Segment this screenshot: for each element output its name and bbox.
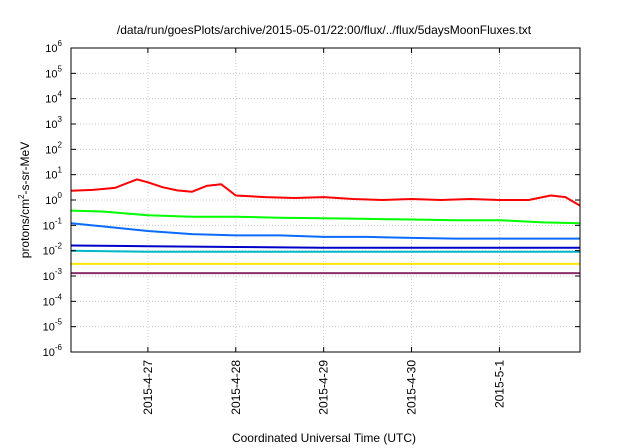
series-group (70, 178, 581, 275)
y-tick-label: 106 (45, 39, 62, 55)
y-axis-title-sup: 2 (17, 194, 26, 199)
y-tick-label: 102 (45, 140, 62, 156)
y-axis-labels: 10-610-510-410-310-210-11001011021031041… (43, 39, 63, 359)
y-tick-label-exp: -2 (55, 242, 63, 251)
y-tick-label-base: 10 (45, 94, 57, 106)
y-tick-label-exp: -3 (55, 267, 63, 276)
y-tick-label-exp: 2 (58, 140, 63, 149)
y-tick-label-base: 10 (43, 347, 55, 359)
series-line-4 (70, 244, 580, 249)
y-tick-label-exp: 6 (58, 39, 63, 48)
y-tick-label-base: 10 (43, 322, 55, 334)
grid (71, 48, 580, 352)
x-tick-label: 2015-4-30 (405, 360, 419, 415)
y-tick-label-base: 10 (43, 271, 55, 283)
y-tick-label-base: 10 (45, 43, 57, 55)
y-tick-label-base: 10 (43, 220, 55, 232)
series-line-1 (70, 209, 581, 225)
y-tick-label-base: 10 (45, 195, 57, 207)
x-tick-label: 2015-4-28 (229, 360, 243, 415)
y-tick-label-exp: 3 (58, 115, 63, 124)
y-tick-label-exp: 5 (58, 64, 63, 73)
y-tick-label-base: 10 (43, 246, 55, 258)
x-tick-label: 2015-4-29 (317, 360, 331, 415)
y-tick-label-base: 10 (45, 144, 57, 156)
y-tick-label: 10-6 (43, 343, 63, 359)
y-tick-label: 104 (45, 90, 62, 106)
y-tick-label-exp: -6 (55, 343, 63, 352)
y-axis-title: protons/cm2-s-sr-MeV (17, 142, 32, 258)
y-axis-title-base: protons/cm (18, 199, 32, 258)
chart-title: /data/run/goesPlots/archive/2015-05-01/2… (117, 23, 532, 37)
y-tick-label: 103 (45, 115, 62, 131)
y-tick-label: 10-5 (43, 318, 63, 334)
series-line-0 (70, 178, 581, 207)
y-tick-label-exp: 1 (58, 166, 63, 175)
series-line-3 (70, 249, 580, 253)
x-tick-label: 2015-5-1 (492, 360, 506, 408)
y-tick-label-exp: -5 (55, 318, 63, 327)
y-axis-title-rest: -s-sr-MeV (18, 142, 32, 195)
y-tick-label-exp: 0 (58, 191, 63, 200)
x-axis-labels: 2015-4-27 2015-4-28 2015-4-29 2015-4-30 2015… (141, 360, 507, 415)
y-tick-label: 101 (45, 166, 62, 182)
y-tick-label: 100 (45, 191, 62, 207)
y-tick-label: 10-3 (43, 267, 63, 283)
y-tick-label-base: 10 (45, 170, 57, 182)
y-tick-label-base: 10 (45, 119, 57, 131)
y-tick-label-exp: -1 (55, 216, 63, 225)
y-tick-label-base: 10 (43, 296, 55, 308)
x-tick-label: 2015-4-27 (141, 360, 155, 415)
series-line-2 (70, 222, 580, 240)
y-tick-label-exp: -4 (55, 292, 63, 301)
y-tick-label: 10-2 (43, 242, 63, 258)
y-tick-label: 10-4 (43, 292, 63, 308)
y-tick-label: 10-1 (43, 216, 63, 232)
y-tick-label: 105 (45, 64, 62, 80)
y-tick-label-base: 10 (45, 68, 57, 80)
axis-ticks (71, 47, 580, 353)
x-axis-title: Coordinated Universal Time (UTC) (232, 431, 416, 445)
y-tick-label-exp: 4 (58, 90, 63, 99)
